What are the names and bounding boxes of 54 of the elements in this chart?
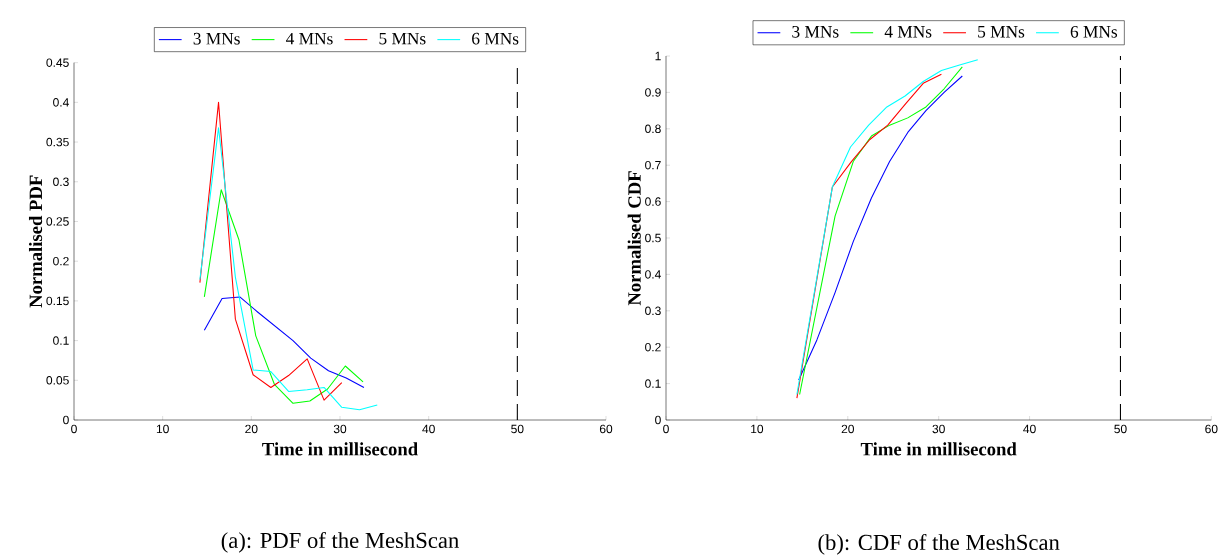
- text: (b): CDF of the MeshScan: [818, 533, 1060, 555]
- y-tick-label: 0.2: [53, 256, 69, 266]
- text: (a): PDF of the MeshScan: [221, 531, 459, 553]
- x-tick-label: 30: [932, 424, 945, 434]
- y-tick-label: 0.1: [645, 379, 661, 388]
- legend-label: 6 MNs: [1070, 25, 1118, 38]
- x-axis-title: Time in millisecond: [262, 442, 418, 456]
- y-tick-label: 0.6: [645, 197, 661, 206]
- x-tick-label: 30: [333, 424, 347, 434]
- y-tick-label: 0: [63, 415, 69, 425]
- y-tick-label: 0.8: [645, 124, 661, 133]
- y-tick-label: 0.15: [46, 296, 69, 306]
- legend-label: 6 MNs: [472, 32, 519, 45]
- y-tick-label: 0: [655, 415, 661, 425]
- y-tick-label: 0.9: [645, 88, 661, 97]
- x-tick-label: 60: [599, 424, 613, 434]
- y-tick-label: 0.1: [53, 336, 69, 345]
- y-tick-label: 0.45: [46, 58, 69, 67]
- x-tick-label: 10: [156, 424, 169, 434]
- line-series: [203, 189, 364, 404]
- y-axis-title: Normalised PDF: [28, 175, 43, 308]
- x-axis-title: Time in millisecond: [860, 442, 1017, 456]
- line-series: [199, 127, 378, 411]
- y-tick-label: 0.4: [53, 98, 69, 107]
- y-tick-label: 0.25: [46, 217, 69, 226]
- y-tick-label: 0.05: [46, 375, 69, 385]
- y-tick-label: 0.4: [645, 270, 661, 279]
- x-tick-label: 20: [841, 424, 854, 434]
- legend-label: 3 MNs: [193, 32, 240, 45]
- y-tick-label: 0.35: [46, 137, 69, 147]
- x-tick-label: 40: [422, 424, 435, 434]
- legend-label: 5 MNs: [379, 32, 426, 45]
- y-tick-label: 0.7: [645, 160, 661, 170]
- legend-label: 4 MNs: [285, 32, 333, 45]
- x-tick-label: 10: [751, 424, 764, 434]
- y-tick-label: 0.3: [645, 306, 661, 315]
- legend-label: 3 MNs: [792, 25, 839, 38]
- y-tick-label: 0.3: [53, 177, 69, 186]
- y-tick-label: 0.2: [645, 342, 661, 352]
- x-tick-label: 40: [1023, 424, 1036, 434]
- line-series: [203, 296, 365, 388]
- line-series: [796, 73, 942, 399]
- x-tick-label: 60: [1205, 424, 1218, 434]
- y-axis-title: Normalised CDF: [627, 171, 641, 306]
- y-tick-label: 1: [655, 51, 661, 61]
- y-tick-label: 0.5: [645, 233, 661, 243]
- legend-label: 5 MNs: [978, 26, 1025, 38]
- line-series: [199, 101, 343, 401]
- x-tick-label: 0: [71, 424, 77, 434]
- x-tick-label: 50: [1114, 424, 1127, 434]
- x-tick-label: 20: [245, 424, 258, 434]
- x-tick-label: 0: [663, 424, 669, 434]
- x-tick-label: 50: [511, 424, 524, 434]
- legend-label: 4 MNs: [884, 25, 932, 38]
